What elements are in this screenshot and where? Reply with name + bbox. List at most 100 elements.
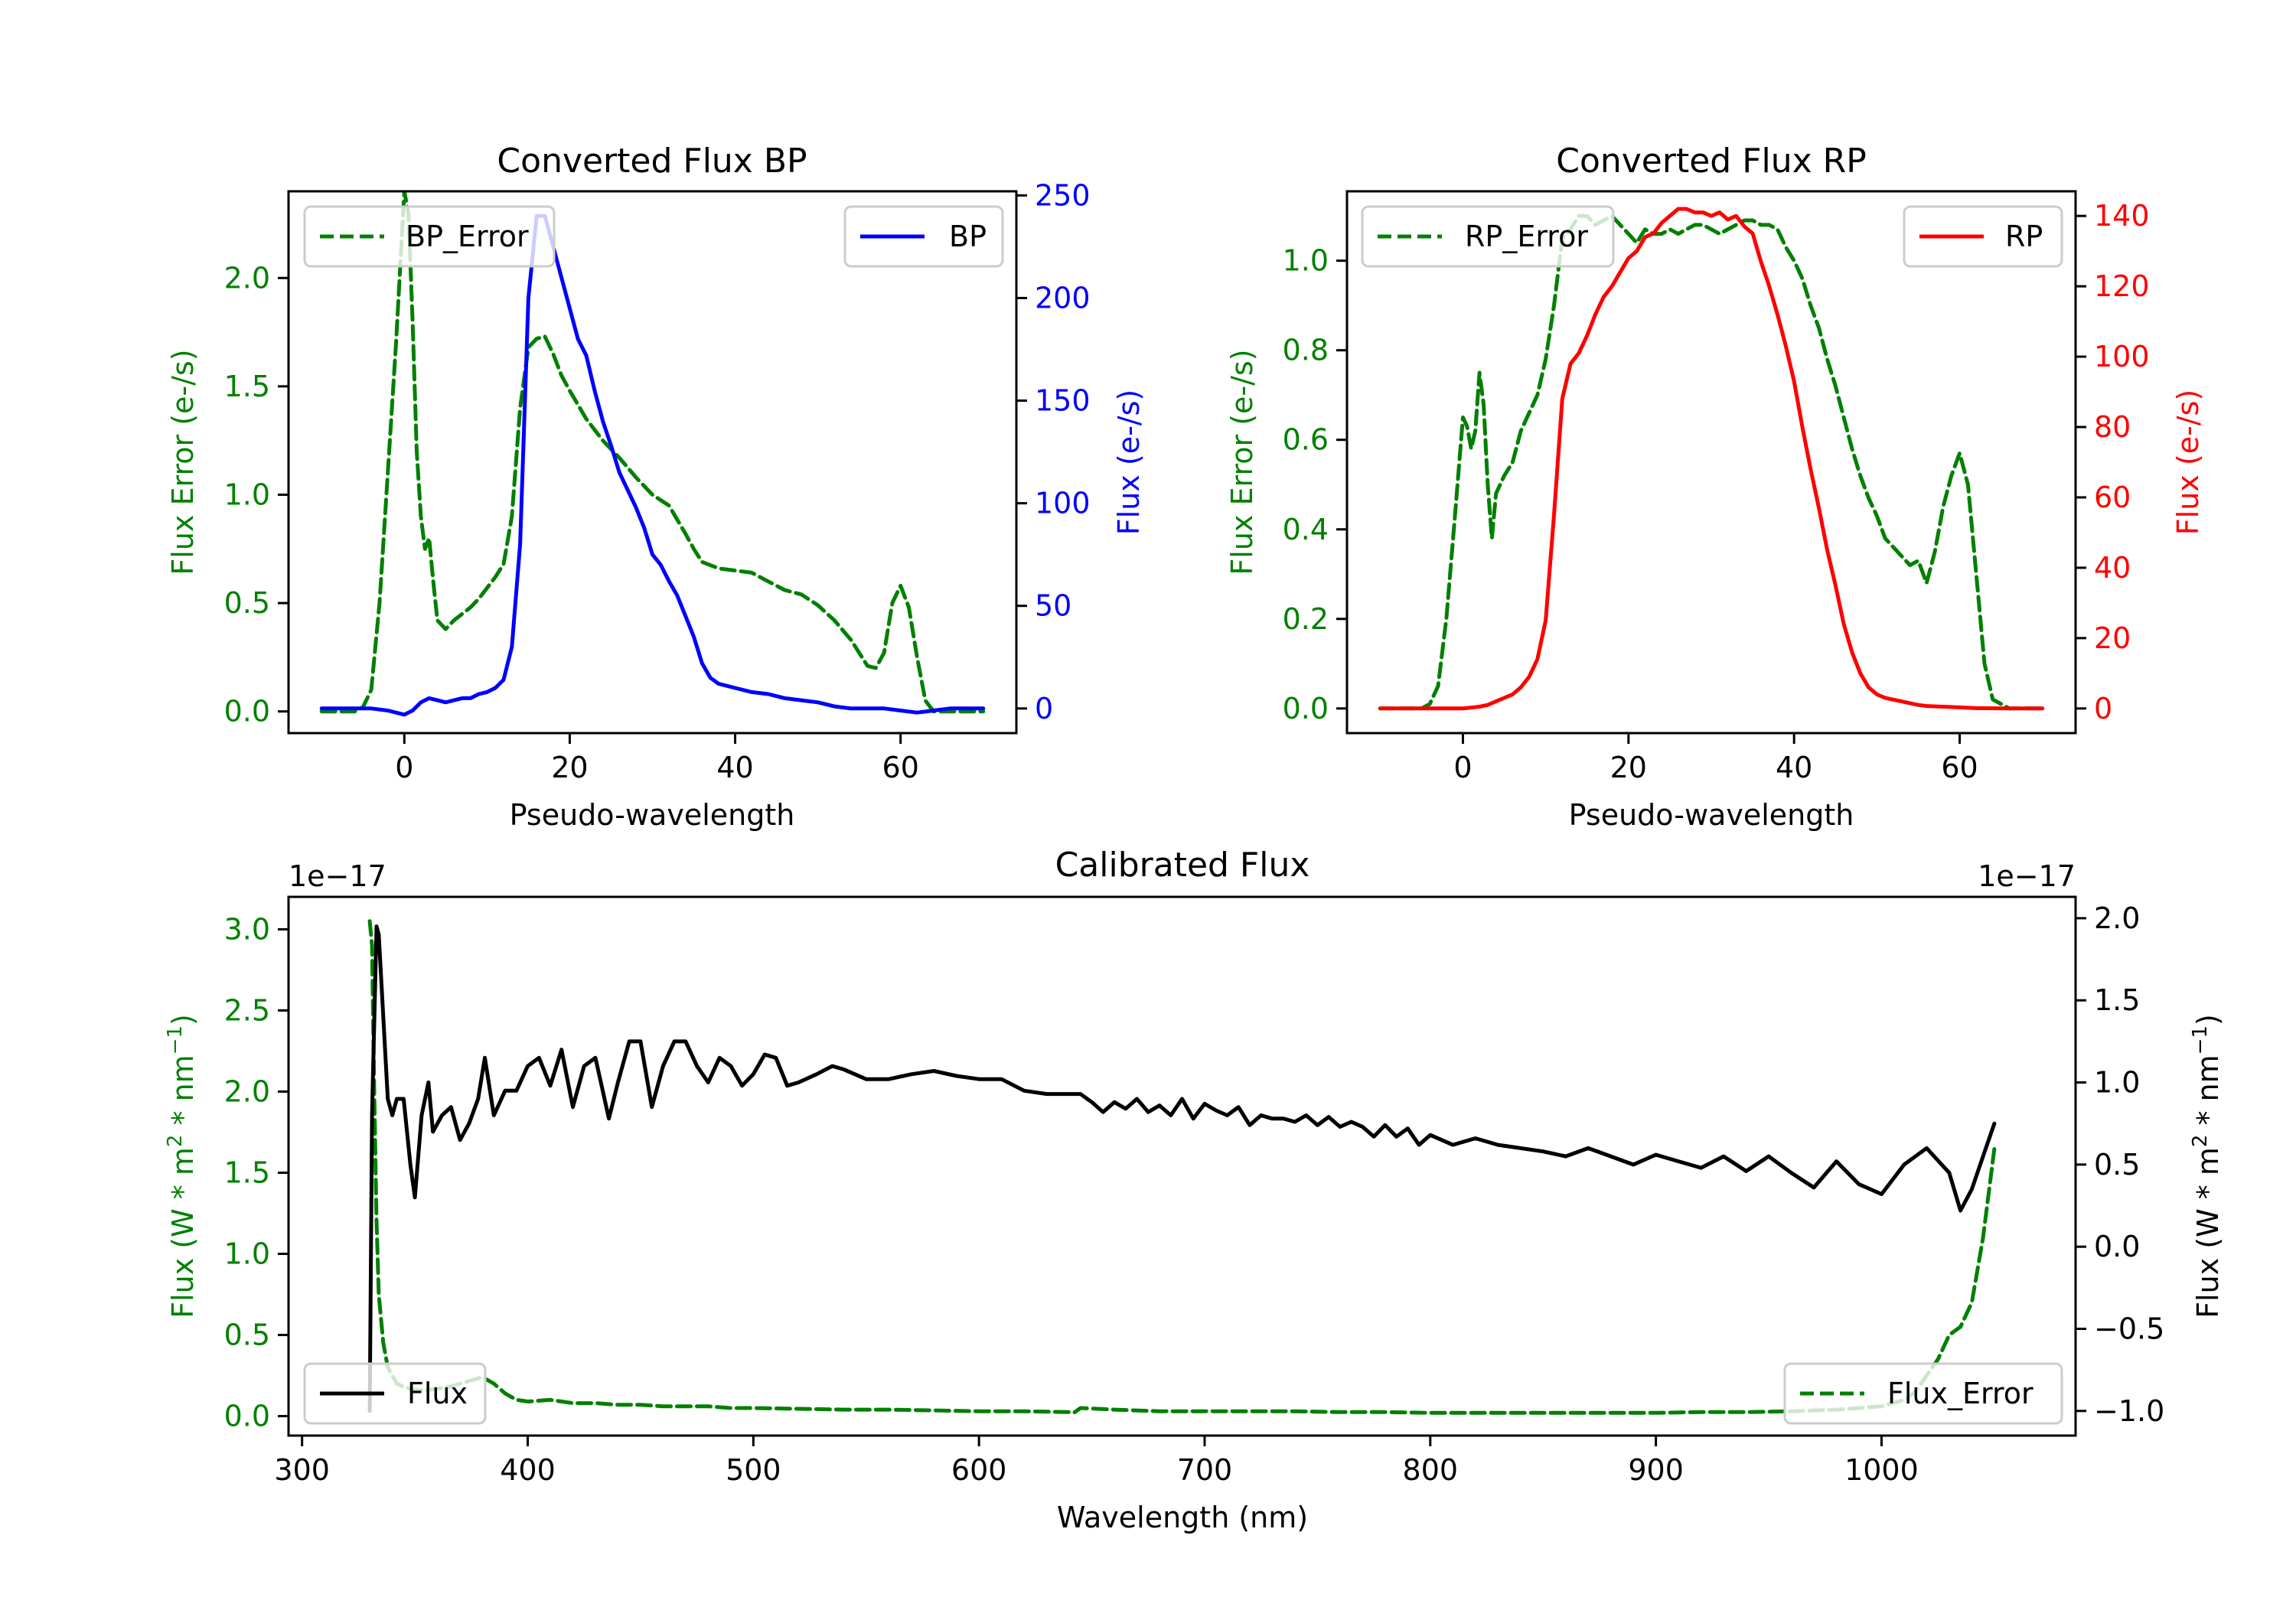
bp-x-tick-label: 40 <box>716 751 753 784</box>
rp-y-label-right: Flux (e-/s) <box>2171 390 2205 535</box>
bp-legend-flux-label: BP <box>949 220 987 253</box>
rp-x-tick-label: 60 <box>1941 751 1978 784</box>
rp-x-tick-label: 20 <box>1610 751 1647 784</box>
calibrated-x-label: Wavelength (nm) <box>1057 1501 1308 1534</box>
calibrated-subplot: Calibrated Flux 1e−17 1e−17 300 400 500 600… <box>164 846 2225 1534</box>
bp-title: Converted Flux BP <box>497 142 807 181</box>
calibrated-y-label-left: Flux (W * m2 * nm−1) <box>164 1014 200 1319</box>
calibrated-x-tick-label: 800 <box>1403 1453 1459 1487</box>
bp-y-left-tick-label: 1.0 <box>224 478 270 511</box>
rp-axes-frame <box>1345 190 2077 735</box>
rp-series-rp-error <box>1378 214 2045 711</box>
calibrated-x-tick-label: 1000 <box>1844 1453 1919 1487</box>
rp-y-right-tick-label: 120 <box>2094 269 2150 303</box>
calibrated-x-tick-label: 300 <box>274 1453 330 1487</box>
rp-y-right-tick-label: 20 <box>2094 621 2131 655</box>
calibrated-offset-right: 1e−17 <box>1978 859 2076 893</box>
rp-x-ticks: 0 20 40 60 <box>1453 733 1978 784</box>
bp-x-tick-label: 20 <box>551 751 588 784</box>
rp-legend-error-label: RP_Error <box>1465 220 1588 253</box>
calibrated-y-left-tick-label: 1.0 <box>224 1237 270 1271</box>
rp-y-right-tick-label: 80 <box>2094 410 2131 444</box>
bp-x-tick-label: 60 <box>882 751 919 784</box>
calibrated-y-left-tick-label: 2.0 <box>224 1074 270 1108</box>
bp-legend-error-label: BP_Error <box>406 220 529 253</box>
bp-axes-frame <box>287 190 1018 735</box>
calibrated-series-flux <box>367 924 1997 1413</box>
rp-x-tick-label: 0 <box>1453 751 1472 784</box>
bp-y-left-tick-label: 1.5 <box>224 370 270 403</box>
bp-x-tick-label: 0 <box>395 751 413 784</box>
bp-y-ticks-left: 0.0 0.5 1.0 1.5 2.0 <box>224 261 289 729</box>
bp-x-ticks: 0 20 40 60 <box>395 733 919 784</box>
bp-y-right-tick-label: 100 <box>1035 487 1091 520</box>
bp-y-right-tick-label: 250 <box>1035 178 1091 212</box>
calibrated-x-tick-label: 500 <box>726 1453 781 1487</box>
calibrated-x-tick-label: 700 <box>1177 1453 1233 1487</box>
rp-x-label: Pseudo-wavelength <box>1569 798 1854 832</box>
calibrated-offset-left: 1e−17 <box>289 859 386 893</box>
rp-y-right-tick-label: 140 <box>2094 199 2150 233</box>
rp-y-left-tick-label: 0.4 <box>1283 513 1329 546</box>
bp-y-right-tick-label: 200 <box>1035 281 1091 315</box>
calibrated-title: Calibrated Flux <box>1055 846 1310 885</box>
calibrated-y-left-tick-label: 0.0 <box>224 1400 270 1433</box>
calibrated-y-right-tick-label: −1.0 <box>2094 1394 2164 1428</box>
rp-plot-area <box>1378 207 2045 711</box>
bp-y-left-tick-label: 0.5 <box>224 586 270 620</box>
calibrated-x-tick-label: 400 <box>500 1453 556 1487</box>
calibrated-axes-frame <box>287 895 2077 1437</box>
rp-legend-flux: RP <box>1903 205 2063 268</box>
calibrated-y-right-tick-label: 1.5 <box>2094 983 2140 1017</box>
bp-plot-area <box>319 191 986 717</box>
rp-y-right-tick-label: 40 <box>2094 551 2131 585</box>
calibrated-y-left-tick-label: 3.0 <box>224 912 270 946</box>
rp-y-right-tick-label: 0 <box>2094 692 2112 725</box>
calibrated-legend-flux-label: Flux <box>407 1377 468 1410</box>
rp-legend-flux-label: RP <box>2005 220 2043 253</box>
rp-y-ticks-right: 0 20 40 60 80 100 120 140 <box>2076 199 2150 725</box>
calibrated-y-right-tick-label: 2.0 <box>2094 901 2140 935</box>
rp-y-label-left: Flux Error (e-/s) <box>1225 349 1259 575</box>
bp-y-right-tick-label: 150 <box>1035 384 1091 418</box>
calibrated-x-ticks: 300 400 500 600 700 800 900 1000 <box>274 1436 1919 1487</box>
rp-y-ticks-left: 0.0 0.2 0.4 0.6 0.8 1.0 <box>1283 244 1347 725</box>
rp-series-rp <box>1378 207 2045 711</box>
rp-subplot: Converted Flux RP 0 20 40 60 0.00.20.40.60.… <box>1225 142 2205 832</box>
bp-y-label-right: Flux (e-/s) <box>1112 390 1146 535</box>
rp-x-tick-label: 40 <box>1776 751 1812 784</box>
calibrated-legend-flux: Flux <box>303 1362 487 1425</box>
bp-subplot: Converted Flux BP 0 20 40 60 0.0 0.5 1.0 1.5 2.… <box>166 142 1146 832</box>
calibrated-y-ticks-right: −1.0 −0.5 0.0 0.5 1.0 1.5 2.0 <box>2076 901 2164 1428</box>
calibrated-x-tick-label: 900 <box>1628 1453 1684 1487</box>
calibrated-y-right-tick-label: 0.0 <box>2094 1230 2140 1263</box>
rp-y-left-tick-label: 0.0 <box>1283 692 1329 725</box>
bp-y-label-left: Flux Error (e-/s) <box>166 349 200 575</box>
bp-series-bp-error <box>319 191 986 714</box>
calibrated-y-right-tick-label: 1.0 <box>2094 1066 2140 1100</box>
calibrated-legend-error: Flux_Error <box>1783 1362 2063 1425</box>
calibrated-y-left-tick-label: 2.5 <box>224 993 270 1027</box>
calibrated-y-left-tick-label: 0.5 <box>224 1319 270 1352</box>
rp-title: Converted Flux RP <box>1556 142 1867 181</box>
rp-y-left-tick-label: 1.0 <box>1283 244 1329 278</box>
calibrated-y-ticks-left: 0.0 0.5 1.0 1.5 2.0 2.5 3.0 <box>224 912 289 1433</box>
bp-y-ticks-right: 0 50 100 150 200 250 <box>1016 178 1091 725</box>
calibrated-x-tick-label: 600 <box>951 1453 1007 1487</box>
calibrated-y-left-tick-label: 1.5 <box>224 1156 270 1189</box>
bp-y-left-tick-label: 2.0 <box>224 261 270 295</box>
rp-y-right-tick-label: 100 <box>2094 340 2150 373</box>
rp-y-left-tick-label: 0.6 <box>1283 423 1329 457</box>
rp-y-left-tick-label: 0.2 <box>1283 602 1329 636</box>
calibrated-legend-error-label: Flux_Error <box>1887 1377 2033 1410</box>
rp-y-left-tick-label: 0.8 <box>1283 334 1329 367</box>
bp-x-label: Pseudo-wavelength <box>510 798 795 832</box>
calibrated-y-label-right: Flux (W * m2 * nm−1) <box>2189 1014 2225 1319</box>
bp-y-left-tick-label: 0.0 <box>224 695 270 729</box>
rp-y-right-tick-label: 60 <box>2094 481 2131 514</box>
calibrated-y-right-tick-label: 0.5 <box>2094 1148 2140 1182</box>
bp-y-right-tick-label: 0 <box>1035 692 1053 725</box>
rp-legend-error: RP_Error <box>1361 205 1615 268</box>
bp-legend-flux: BP <box>843 205 1004 268</box>
